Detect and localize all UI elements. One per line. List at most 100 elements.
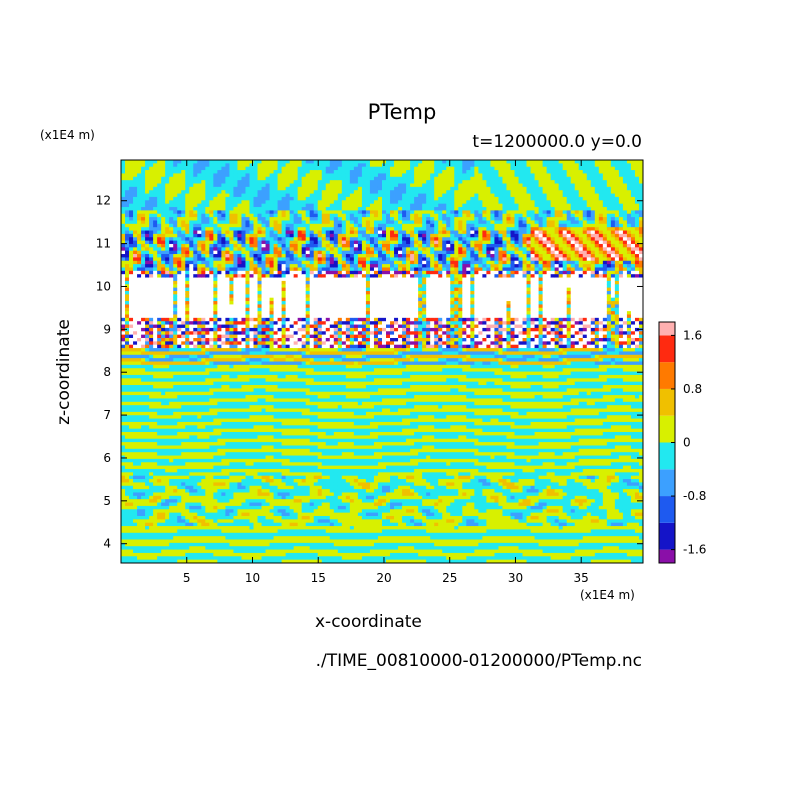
heatmap-cell xyxy=(201,411,206,416)
heatmap-cell xyxy=(193,240,198,245)
heatmap-cell xyxy=(141,388,146,393)
heatmap-cell xyxy=(125,425,130,430)
heatmap-cell xyxy=(209,227,214,231)
heatmap-cell xyxy=(237,455,242,460)
heatmap-cell xyxy=(277,163,283,168)
heatmap-cell xyxy=(165,536,170,540)
heatmap-cell xyxy=(129,395,134,399)
heatmap-cell xyxy=(157,217,162,221)
heatmap-cell xyxy=(189,556,194,561)
heatmap-cell xyxy=(213,468,218,473)
heatmap-cell xyxy=(265,374,270,379)
heatmap-cell xyxy=(249,512,254,517)
heatmap-cell xyxy=(173,327,178,332)
heatmap-cell xyxy=(241,391,246,396)
heatmap-cell xyxy=(149,485,154,490)
heatmap-cell xyxy=(145,522,150,527)
heatmap-cell xyxy=(189,341,194,346)
heatmap-cell xyxy=(149,304,154,309)
heatmap-cell xyxy=(165,173,170,178)
heatmap-cell xyxy=(189,529,194,534)
heatmap-cell xyxy=(269,408,274,413)
heatmap-cell xyxy=(229,358,234,362)
heatmap-cell xyxy=(193,556,198,561)
heatmap-cell xyxy=(169,556,174,561)
heatmap-cell xyxy=(269,411,274,416)
heatmap-cell xyxy=(261,549,266,554)
heatmap-cell xyxy=(149,311,154,315)
heatmap-cell xyxy=(233,243,238,248)
heatmap-cell xyxy=(133,442,138,446)
heatmap-cell xyxy=(197,556,202,561)
heatmap-cell xyxy=(169,435,174,440)
heatmap-cell xyxy=(173,257,178,262)
heatmap-cell xyxy=(165,391,170,396)
heatmap-cell xyxy=(161,324,166,329)
heatmap-cell xyxy=(209,442,214,446)
heatmap-cell xyxy=(165,465,170,470)
heatmap-cell xyxy=(137,223,142,228)
heatmap-cell xyxy=(201,227,206,231)
heatmap-cell xyxy=(181,230,186,235)
heatmap-cell xyxy=(181,529,186,534)
heatmap-cell xyxy=(261,274,266,278)
heatmap-cell xyxy=(181,324,186,329)
heatmap-cell xyxy=(201,207,206,211)
heatmap-cell xyxy=(193,381,198,386)
heatmap-cell xyxy=(241,170,246,174)
heatmap-cell xyxy=(173,240,178,245)
heatmap-cell xyxy=(161,160,166,164)
heatmap-cell xyxy=(193,361,198,366)
heatmap-cell xyxy=(193,247,198,252)
heatmap-cell xyxy=(149,227,154,231)
heatmap-cell xyxy=(165,485,170,490)
heatmap-cell xyxy=(145,529,150,534)
heatmap-cell xyxy=(189,317,194,322)
heatmap-cell xyxy=(265,364,270,369)
heatmap-cell xyxy=(257,217,262,221)
heatmap-cell xyxy=(229,290,234,295)
heatmap-cell xyxy=(249,519,254,524)
heatmap-cell xyxy=(197,502,202,507)
heatmap-cell xyxy=(209,324,214,329)
heatmap-cell xyxy=(201,321,206,325)
heatmap-cell xyxy=(277,526,283,530)
heatmap-cell xyxy=(265,368,270,372)
heatmap-cell xyxy=(153,445,158,450)
heatmap-cell xyxy=(161,267,166,272)
heatmap-cell xyxy=(213,223,218,228)
heatmap-cell xyxy=(145,519,150,524)
heatmap-cell xyxy=(273,391,278,396)
heatmap-cell xyxy=(265,411,270,416)
heatmap-cell xyxy=(273,505,278,510)
heatmap-cell xyxy=(189,489,194,493)
heatmap-cell xyxy=(193,401,198,406)
heatmap-cell xyxy=(201,475,206,480)
heatmap-cell xyxy=(205,217,210,221)
heatmap-cell xyxy=(229,173,234,178)
heatmap-cell xyxy=(205,237,210,241)
heatmap-cell xyxy=(269,243,274,248)
heatmap-cell xyxy=(241,243,246,248)
heatmap-cell xyxy=(225,183,230,188)
heatmap-cell xyxy=(217,549,222,554)
heatmap-cell xyxy=(241,452,246,456)
heatmap-cell xyxy=(153,408,158,413)
heatmap-cell xyxy=(257,512,262,517)
heatmap-cell xyxy=(185,213,190,218)
heatmap-cell xyxy=(145,532,150,537)
heatmap-cell xyxy=(217,526,222,530)
heatmap-cell xyxy=(249,529,254,534)
heatmap-cell xyxy=(241,458,246,463)
heatmap-cell xyxy=(141,509,146,514)
heatmap-cell xyxy=(121,324,126,329)
heatmap-cell xyxy=(181,260,186,265)
heatmap-cell xyxy=(269,274,274,278)
heatmap-cell xyxy=(177,485,182,490)
heatmap-cell xyxy=(229,364,234,369)
heatmap-cell xyxy=(205,428,210,433)
heatmap-cell xyxy=(257,364,262,369)
heatmap-cell xyxy=(221,351,226,356)
heatmap-cell xyxy=(265,223,270,228)
heatmap-cell xyxy=(193,499,198,503)
